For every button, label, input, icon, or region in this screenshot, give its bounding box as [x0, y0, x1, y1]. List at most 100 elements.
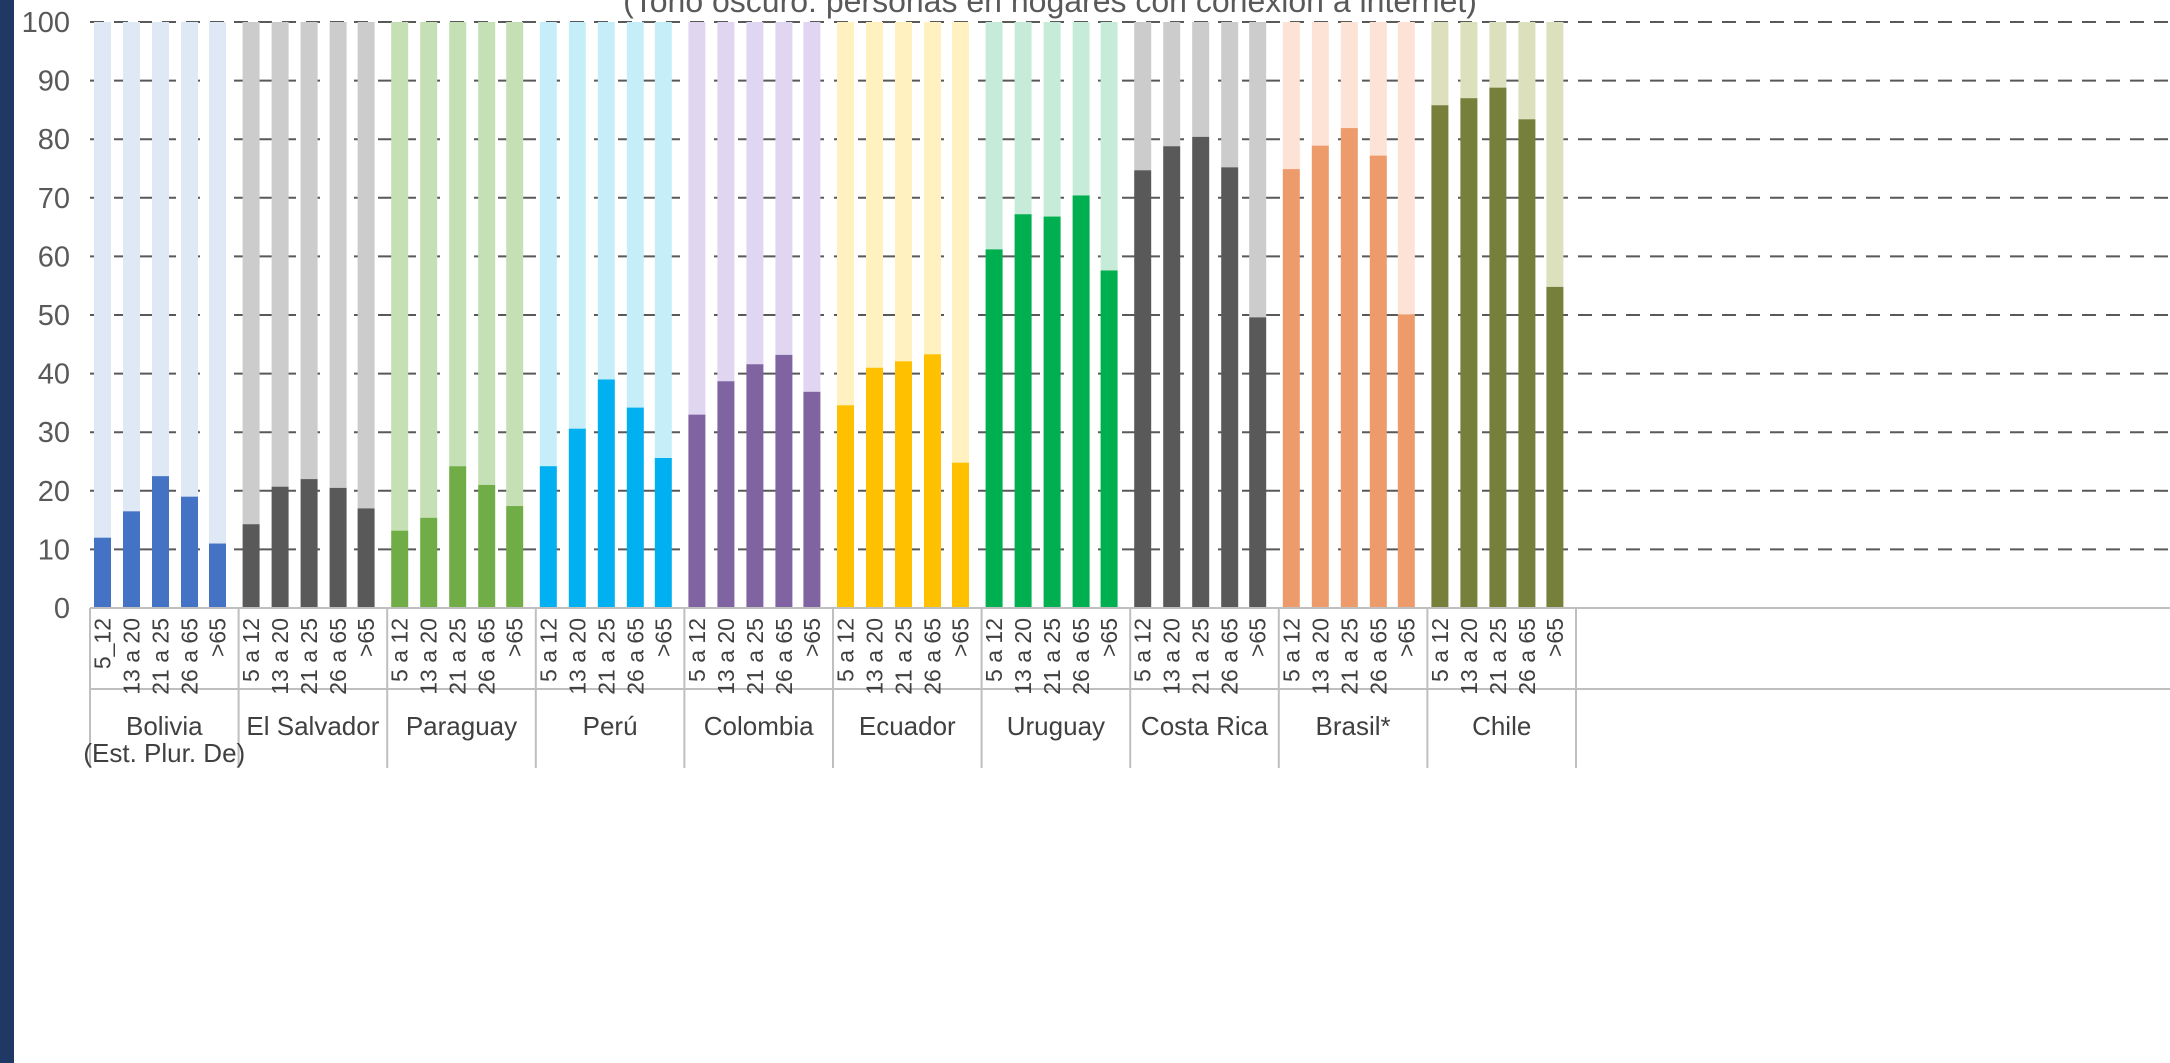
bar-connected-El Salvador->65 [357, 508, 375, 608]
bar-total-Paraguay-21 a 25 [449, 22, 467, 467]
bar-total-Costa Rica-26 a 65 [1221, 22, 1239, 168]
bar-total-Brasil*-21 a 25 [1340, 22, 1358, 129]
bar-connected-El Salvador-13 a 20 [271, 486, 289, 608]
bar-total-Perú-21 a 25 [597, 22, 615, 380]
x-tick-label: >65 [1245, 618, 1271, 657]
x-tick-label: 21 a 25 [742, 618, 768, 695]
bar-connected-Paraguay-21 a 25 [449, 466, 467, 608]
bar-total-Chile-21 a 25 [1489, 22, 1507, 88]
bar-total-El Salvador->65 [357, 22, 375, 509]
x-tick-label: 21 a 25 [296, 618, 322, 695]
bar-total-Chile->65 [1546, 22, 1564, 287]
y-tick-label: 100 [22, 7, 70, 39]
x-tick-label: 5 a 12 [238, 618, 264, 682]
x-tick-label: 21 a 25 [1188, 618, 1214, 695]
bar-connected-Perú->65 [654, 457, 672, 608]
bar-total-Brasil*-26 a 65 [1369, 22, 1387, 156]
bar-connected-Perú-26 a 65 [626, 407, 644, 608]
x-tick-label: 21 a 25 [445, 618, 471, 695]
bar-connected-Bolivia->65 [209, 543, 226, 608]
bar-total-Ecuador-21 a 25 [895, 22, 912, 362]
bar-total-El Salvador-5 a 12 [242, 22, 260, 525]
bar-total-Uruguay->65 [1100, 22, 1118, 271]
bar-connected-Brasil*->65 [1397, 314, 1415, 608]
bar-connected-Chile-13 a 20 [1460, 98, 1478, 609]
x-tick-label: 5 a 12 [684, 618, 710, 682]
bar-total-Colombia-13 a 20 [717, 22, 735, 382]
bar-total-Ecuador->65 [952, 22, 969, 463]
bar-connected-Brasil*-21 a 25 [1340, 128, 1358, 609]
bar-total-Bolivia->65 [209, 22, 226, 544]
bar-connected-Uruguay-13 a 20 [1014, 214, 1032, 608]
bar-total-Perú-26 a 65 [626, 22, 644, 408]
bar-connected-Perú-21 a 25 [597, 379, 615, 608]
bar-connected-Paraguay-13 a 20 [420, 517, 438, 608]
bar-total-El Salvador-21 a 25 [300, 22, 318, 480]
x-tick-label: >65 [205, 618, 231, 657]
country-label: Bolivia [126, 711, 203, 741]
country-label: Ecuador [859, 711, 956, 741]
bar-connected-Perú-5 a 12 [539, 466, 557, 608]
bar-connected-Colombia-13 a 20 [717, 381, 735, 608]
bar-connected-Colombia-5 a 12 [688, 414, 706, 608]
x-tick-label: 5 a 12 [535, 618, 561, 682]
bar-total-Colombia-21 a 25 [746, 22, 764, 365]
bar-connected-Uruguay->65 [1100, 270, 1118, 608]
bar-connected-Uruguay-26 a 65 [1072, 195, 1090, 608]
x-tick-label: 26 a 65 [1068, 618, 1094, 695]
bar-connected-Paraguay-26 a 65 [478, 484, 496, 608]
bar-total-Paraguay->65 [506, 22, 524, 507]
y-tick-label: 50 [38, 300, 70, 332]
bar-total-Costa Rica->65 [1249, 22, 1267, 318]
bar-total-Brasil*-5 a 12 [1282, 22, 1300, 170]
bar-total-Perú-13 a 20 [568, 22, 586, 429]
x-tick-label: 13 a 20 [267, 618, 293, 695]
y-tick-label: 20 [38, 476, 70, 508]
country-label: Perú [583, 711, 638, 741]
bar-total-Costa Rica-21 a 25 [1192, 22, 1210, 137]
x-tick-label: 26 a 65 [1365, 618, 1391, 695]
x-tick-label: 5 a 12 [1427, 618, 1453, 682]
bar-connected-Costa Rica->65 [1249, 317, 1267, 608]
x-tick-label: >65 [1393, 618, 1419, 657]
bar-connected-Bolivia-13 a 20 [123, 511, 140, 608]
x-tick-label: 21 a 25 [1485, 618, 1511, 695]
bar-total-Ecuador-5 a 12 [837, 22, 854, 406]
x-tick-label: >65 [948, 618, 974, 657]
bar-connected-Costa Rica-21 a 25 [1192, 136, 1210, 608]
x-tick-label: 13 a 20 [862, 618, 888, 695]
y-tick-label: 60 [38, 241, 70, 273]
bar-connected-Colombia-21 a 25 [746, 364, 764, 608]
x-tick-label: 13 a 20 [1307, 618, 1333, 695]
bar-connected-Brasil*-26 a 65 [1369, 155, 1387, 608]
bar-connected-Chile->65 [1546, 286, 1564, 608]
x-tick-label: >65 [650, 618, 676, 657]
bar-total-Perú->65 [654, 22, 672, 458]
x-tick-label: 21 a 25 [148, 618, 174, 695]
x-tick-label: 13 a 20 [1159, 618, 1185, 695]
country-label: Paraguay [406, 711, 517, 741]
country-label: Uruguay [1007, 711, 1105, 741]
bar-connected-Bolivia-26 a 65 [181, 496, 198, 608]
country-label: Chile [1472, 711, 1531, 741]
bar-connected-Colombia-26 a 65 [775, 354, 793, 608]
bar-total-Chile-5 a 12 [1431, 22, 1449, 106]
x-tick-label: 26 a 65 [325, 618, 351, 695]
bar-connected-Uruguay-5 a 12 [985, 249, 1003, 609]
x-tick-label: 5 a 12 [1278, 618, 1304, 682]
y-tick-label: 40 [38, 359, 70, 391]
bar-total-Uruguay-13 a 20 [1014, 22, 1032, 215]
x-tick-label: 5 a 12 [833, 618, 859, 682]
bar-connected-Chile-21 a 25 [1489, 87, 1507, 608]
x-axis-tick-labels: 5_12 13 a 20 21 a 25 26 a 65 >65 5 a 12 13 a 2… [90, 618, 1568, 695]
bar-total-Uruguay-21 a 25 [1043, 22, 1061, 217]
x-tick-label: 5 a 12 [1130, 618, 1156, 682]
country-label-line2: (Est. Plur. De) [83, 738, 245, 768]
bar-total-Perú-5 a 12 [539, 22, 557, 467]
x-tick-label: 13 a 20 [1456, 618, 1482, 695]
bar-total-Colombia-26 a 65 [775, 22, 793, 355]
x-tick-label: 26 a 65 [474, 618, 500, 695]
bar-total-Ecuador-13 a 20 [866, 22, 883, 368]
x-tick-label: 26 a 65 [177, 618, 203, 695]
